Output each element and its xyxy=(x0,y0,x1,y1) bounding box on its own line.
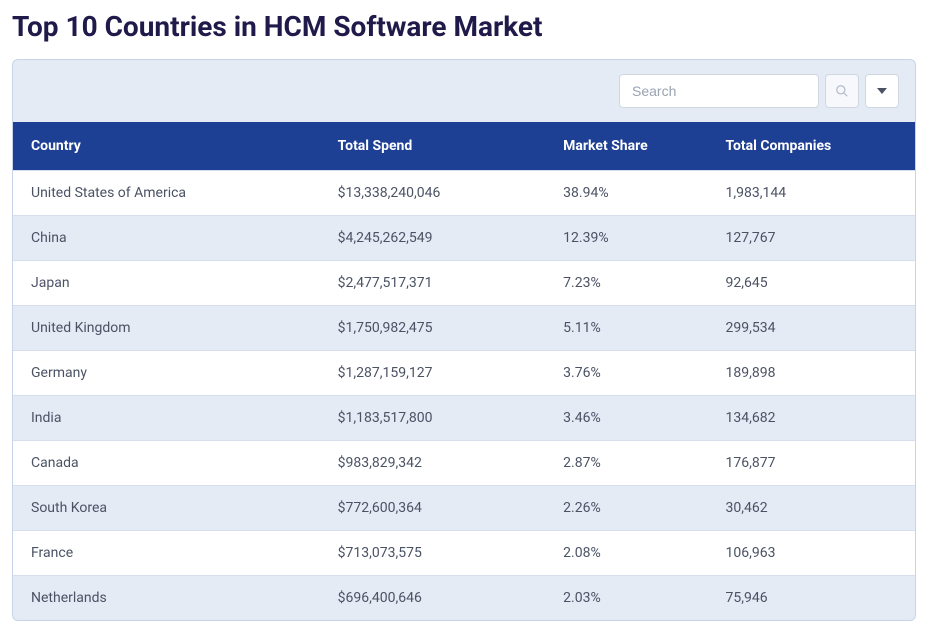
cell-share: 7.23% xyxy=(545,261,707,306)
cell-country: Netherlands xyxy=(13,576,320,621)
cell-share: 3.46% xyxy=(545,396,707,441)
table-row: Netherlands$696,400,6462.03%75,946 xyxy=(13,576,915,621)
cell-spend: $1,287,159,127 xyxy=(320,351,546,396)
cell-companies: 30,462 xyxy=(708,486,915,531)
cell-share: 12.39% xyxy=(545,216,707,261)
cell-share: 2.08% xyxy=(545,531,707,576)
cell-country: South Korea xyxy=(13,486,320,531)
table-row: United States of America$13,338,240,0463… xyxy=(13,171,915,216)
cell-share: 38.94% xyxy=(545,171,707,216)
cell-companies: 134,682 xyxy=(708,396,915,441)
cell-share: 5.11% xyxy=(545,306,707,351)
table-row: South Korea$772,600,3642.26%30,462 xyxy=(13,486,915,531)
page-title: Top 10 Countries in HCM Software Market xyxy=(12,10,916,43)
cell-spend: $1,183,517,800 xyxy=(320,396,546,441)
cell-companies: 127,767 xyxy=(708,216,915,261)
cell-spend: $713,073,575 xyxy=(320,531,546,576)
cell-share: 2.26% xyxy=(545,486,707,531)
cell-country: China xyxy=(13,216,320,261)
cell-companies: 106,963 xyxy=(708,531,915,576)
cell-companies: 92,645 xyxy=(708,261,915,306)
table-container: Country Total Spend Market Share Total C… xyxy=(12,59,916,621)
table-row: United Kingdom$1,750,982,4755.11%299,534 xyxy=(13,306,915,351)
cell-spend: $696,400,646 xyxy=(320,576,546,621)
cell-companies: 75,946 xyxy=(708,576,915,621)
cell-share: 2.03% xyxy=(545,576,707,621)
caret-down-icon xyxy=(877,88,887,94)
cell-country: United States of America xyxy=(13,171,320,216)
countries-table: Country Total Spend Market Share Total C… xyxy=(13,122,915,620)
cell-companies: 176,877 xyxy=(708,441,915,486)
dropdown-button[interactable] xyxy=(865,74,899,108)
table-row: France$713,073,5752.08%106,963 xyxy=(13,531,915,576)
cell-country: Canada xyxy=(13,441,320,486)
col-header-country[interactable]: Country xyxy=(13,122,320,171)
cell-country: India xyxy=(13,396,320,441)
cell-share: 3.76% xyxy=(545,351,707,396)
col-header-companies[interactable]: Total Companies xyxy=(708,122,915,171)
cell-spend: $4,245,262,549 xyxy=(320,216,546,261)
search-button[interactable] xyxy=(825,74,859,108)
cell-spend: $13,338,240,046 xyxy=(320,171,546,216)
cell-companies: 299,534 xyxy=(708,306,915,351)
cell-country: France xyxy=(13,531,320,576)
cell-spend: $772,600,364 xyxy=(320,486,546,531)
cell-companies: 1,983,144 xyxy=(708,171,915,216)
cell-spend: $2,477,517,371 xyxy=(320,261,546,306)
table-row: China$4,245,262,54912.39%127,767 xyxy=(13,216,915,261)
table-header-row: Country Total Spend Market Share Total C… xyxy=(13,122,915,171)
cell-companies: 189,898 xyxy=(708,351,915,396)
cell-country: Germany xyxy=(13,351,320,396)
cell-spend: $983,829,342 xyxy=(320,441,546,486)
cell-country: United Kingdom xyxy=(13,306,320,351)
table-row: Canada$983,829,3422.87%176,877 xyxy=(13,441,915,486)
cell-spend: $1,750,982,475 xyxy=(320,306,546,351)
col-header-share[interactable]: Market Share xyxy=(545,122,707,171)
cell-share: 2.87% xyxy=(545,441,707,486)
table-row: India$1,183,517,8003.46%134,682 xyxy=(13,396,915,441)
col-header-spend[interactable]: Total Spend xyxy=(320,122,546,171)
cell-country: Japan xyxy=(13,261,320,306)
table-row: Japan$2,477,517,3717.23%92,645 xyxy=(13,261,915,306)
table-toolbar xyxy=(13,60,915,122)
table-row: Germany$1,287,159,1273.76%189,898 xyxy=(13,351,915,396)
search-input[interactable] xyxy=(619,74,819,108)
search-icon xyxy=(835,84,849,98)
